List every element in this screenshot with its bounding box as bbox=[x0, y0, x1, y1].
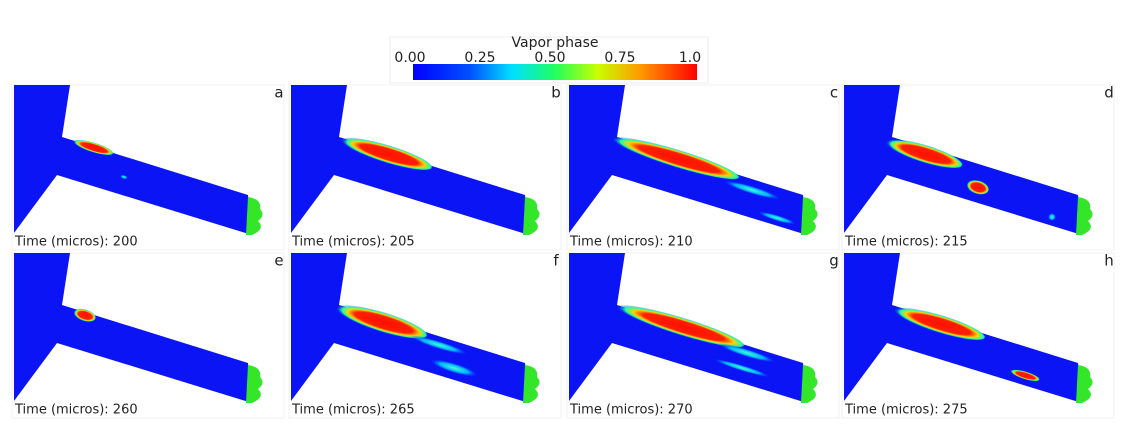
vapor-region bbox=[331, 303, 427, 339]
vapor-region bbox=[965, 179, 989, 195]
vapor-region bbox=[70, 138, 114, 156]
colorbar-tick-label: 0.75 bbox=[604, 50, 635, 66]
vapor-region bbox=[881, 138, 963, 168]
nozzle bbox=[844, 85, 1082, 235]
vapor-region bbox=[1008, 368, 1040, 382]
panel-letter: a bbox=[274, 84, 283, 102]
time-label: Time (micros): 205 bbox=[291, 235, 415, 250]
outlet-spray bbox=[246, 197, 263, 235]
vapor-region bbox=[410, 335, 468, 355]
panels: a Time (micros): 200 b Time (micros): 205 c T… bbox=[11, 84, 1115, 419]
outlet-spray bbox=[801, 365, 818, 403]
time-label: Time (micros): 210 bbox=[569, 235, 693, 250]
panel: a Time (micros): 200 bbox=[11, 84, 285, 251]
vapor-region bbox=[605, 134, 739, 180]
time-label: Time (micros): 275 bbox=[844, 403, 968, 418]
panel-letter: b bbox=[551, 84, 561, 102]
time-label: Time (micros): 260 bbox=[14, 403, 138, 418]
vapor-region bbox=[1048, 213, 1056, 221]
vapor-region bbox=[757, 211, 797, 225]
panel: e Time (micros): 260 bbox=[11, 252, 285, 419]
colorbar-tick-label: 0.50 bbox=[534, 50, 565, 66]
vapor-region bbox=[72, 308, 96, 322]
vapor-region bbox=[723, 180, 781, 200]
nozzle bbox=[14, 85, 252, 235]
colorbar-gradient bbox=[413, 64, 697, 80]
vapor-region bbox=[336, 136, 432, 170]
vapor-region bbox=[889, 306, 985, 340]
panel: d Time (micros): 215 bbox=[841, 84, 1115, 251]
outlet-spray bbox=[1076, 197, 1093, 235]
time-label: Time (micros): 265 bbox=[291, 403, 415, 418]
vapor-region bbox=[120, 174, 128, 180]
outlet-spray bbox=[523, 365, 540, 403]
vapor-region bbox=[713, 358, 771, 378]
panel: g Time (micros): 270 bbox=[566, 252, 840, 419]
colorbar: Vapor phase 0.00 0.25 0.50 0.75 1.0 bbox=[389, 35, 709, 84]
colorbar-title: Vapor phase bbox=[512, 35, 599, 51]
panel: c Time (micros): 210 bbox=[566, 84, 840, 251]
colorbar-tick-label: 0.25 bbox=[464, 50, 495, 66]
panel-letter: g bbox=[829, 252, 839, 270]
panel-letter: h bbox=[1104, 252, 1114, 270]
time-label: Time (micros): 270 bbox=[569, 403, 693, 418]
time-label: Time (micros): 215 bbox=[844, 235, 968, 250]
panel-letter: e bbox=[274, 252, 283, 270]
outlet-spray bbox=[523, 197, 540, 235]
outlet-spray bbox=[1076, 365, 1093, 403]
outlet-spray bbox=[801, 197, 818, 235]
vapor-region bbox=[610, 302, 744, 348]
vapor-region bbox=[718, 343, 776, 363]
panel: f Time (micros): 265 bbox=[288, 252, 562, 419]
panel-letter: d bbox=[1104, 84, 1114, 102]
colorbar-tick-label: 1.0 bbox=[679, 50, 701, 66]
time-label: Time (micros): 200 bbox=[14, 235, 138, 250]
colorbar-tick-label: 0.00 bbox=[394, 50, 425, 66]
outlet-spray bbox=[246, 365, 263, 403]
panel: h Time (micros): 275 bbox=[841, 252, 1115, 419]
vapor-region bbox=[430, 359, 478, 377]
panel: b Time (micros): 205 bbox=[288, 84, 562, 251]
panel-letter: f bbox=[553, 252, 559, 270]
panel-letter: c bbox=[830, 84, 838, 102]
nozzle bbox=[14, 253, 252, 403]
